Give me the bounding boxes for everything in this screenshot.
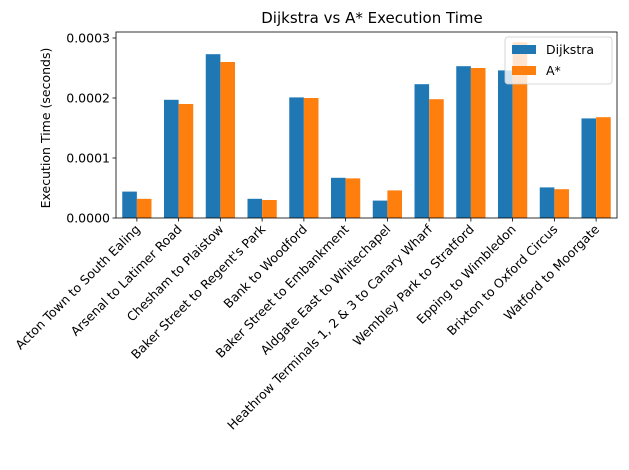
bar-dijkstra-4 xyxy=(289,97,304,218)
legend-swatch-astar xyxy=(512,66,536,75)
y-tick-label: 0.0002 xyxy=(66,91,110,106)
bar-astar-0 xyxy=(136,198,152,218)
plot-frame xyxy=(115,31,618,219)
bar-dijkstra-3 xyxy=(247,198,263,218)
bar-astar-2 xyxy=(220,62,235,218)
bar-astar-6 xyxy=(387,190,402,218)
bar-dijkstra-11 xyxy=(581,118,597,218)
bar-astar-3 xyxy=(262,200,277,218)
bar-dijkstra-6 xyxy=(372,200,388,218)
legend-swatch-dijkstra xyxy=(512,45,536,54)
bar-dijkstra-1 xyxy=(164,99,179,218)
bar-astar-8 xyxy=(470,68,486,218)
legend-label-dijkstra: Dijkstra xyxy=(546,42,594,57)
bar-astar-10 xyxy=(554,189,569,218)
bar-dijkstra-7 xyxy=(414,84,430,218)
y-tick-label: 0.0000 xyxy=(66,211,110,226)
bar-astar-11 xyxy=(596,117,611,218)
y-tick-label: 0.0001 xyxy=(66,151,110,166)
bar-dijkstra-2 xyxy=(205,54,221,219)
bar-astar-1 xyxy=(178,104,194,218)
y-tick-label: 0.0003 xyxy=(66,31,110,46)
bar-astar-9 xyxy=(512,42,528,219)
legend-label-astar: A* xyxy=(546,63,561,78)
bar-dijkstra-9 xyxy=(498,70,513,219)
bar-dijkstra-8 xyxy=(456,66,471,218)
bar-astar-4 xyxy=(303,98,319,218)
bar-astar-7 xyxy=(429,99,444,218)
bar-dijkstra-5 xyxy=(331,177,346,218)
chart-title: Dijkstra vs A* Execution Time xyxy=(261,9,482,27)
y-axis-label: Execution Time (seconds) xyxy=(38,48,53,209)
bar-dijkstra-10 xyxy=(539,187,555,218)
bar-dijkstra-0 xyxy=(122,191,137,218)
bar-astar-5 xyxy=(345,178,361,218)
legend: Dijkstra A* xyxy=(504,36,613,85)
